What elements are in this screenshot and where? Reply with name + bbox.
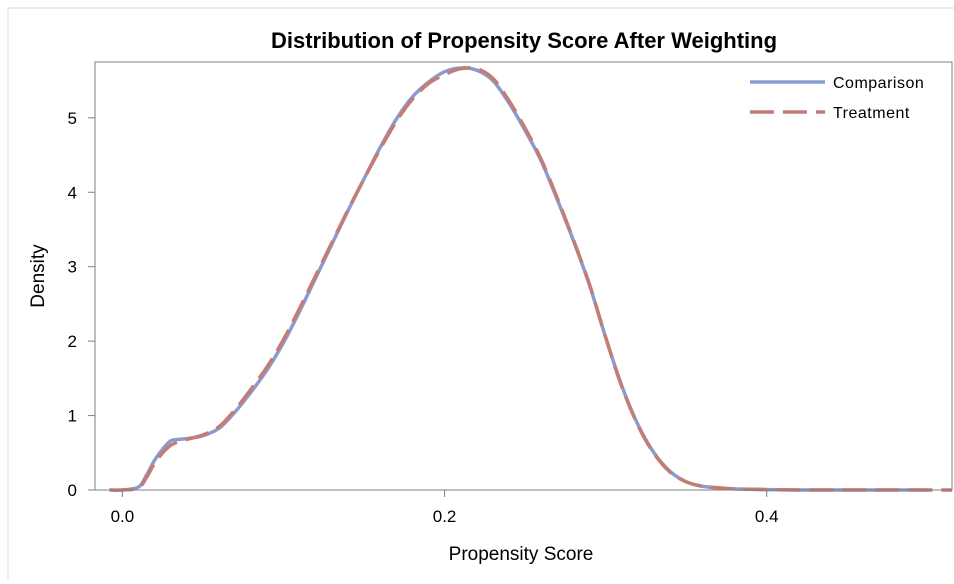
y-tick-label: 3 xyxy=(68,258,77,277)
y-tick-label: 2 xyxy=(68,332,77,351)
x-tick-label: 0.4 xyxy=(755,507,779,526)
chart-marks xyxy=(109,65,952,492)
y-tick-label: 4 xyxy=(68,183,77,202)
chart-title: Distribution of Propensity Score After W… xyxy=(271,28,777,53)
x-axis-label: Propensity Score xyxy=(449,544,594,565)
series-line-treatment xyxy=(109,65,952,492)
y-tick-label: 1 xyxy=(68,407,77,426)
x-tick-label: 0.2 xyxy=(433,507,457,526)
y-axis-ticks: 0 1 2 3 4 5 xyxy=(68,109,95,500)
legend-label-comparison: Comparison xyxy=(833,75,924,92)
legend: Comparison Treatment xyxy=(750,75,924,122)
legend-label-treatment: Treatment xyxy=(833,105,910,122)
y-axis-label: Density xyxy=(28,244,49,308)
y-tick-label: 5 xyxy=(68,109,77,128)
y-tick-label: 0 xyxy=(68,481,77,500)
x-axis-ticks: 0.0 0.2 0.4 xyxy=(111,490,779,526)
x-tick-label: 0.0 xyxy=(111,507,135,526)
series-line-comparison xyxy=(109,66,928,492)
plot-area-frame xyxy=(94,61,953,491)
